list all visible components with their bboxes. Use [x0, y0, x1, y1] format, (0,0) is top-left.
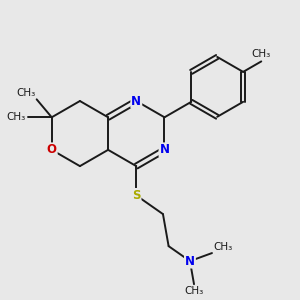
Text: CH₃: CH₃ [16, 88, 35, 98]
Text: CH₃: CH₃ [252, 49, 271, 58]
Text: CH₃: CH₃ [184, 286, 204, 296]
Text: N: N [160, 143, 170, 156]
Text: CH₃: CH₃ [213, 242, 233, 252]
Text: CH₃: CH₃ [6, 112, 26, 122]
Text: S: S [132, 189, 140, 202]
Text: O: O [47, 143, 57, 156]
Text: N: N [131, 94, 141, 107]
Text: N: N [185, 255, 195, 268]
